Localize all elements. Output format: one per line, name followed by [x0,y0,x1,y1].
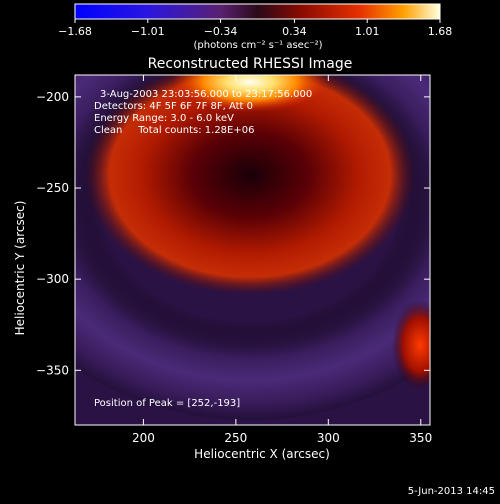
x-tick-label: 350 [409,431,432,445]
x-axis-ticks: 200 250 300 350 [132,75,432,445]
footer-date: 5-Jun-2013 14:45 [408,486,495,497]
x-tick-label: 200 [132,431,155,445]
colorbar-units: (photons cm⁻² s⁻¹ asec⁻²) [193,40,322,51]
annotation-time-range: 3-Aug-2003 23:03:56.000 to 23:17:56.000 [100,89,312,100]
annotation-detectors: Detectors: 4F 5F 6F 7F 8F, Att 0 [94,101,253,112]
colorbar-ticks: −1.68 −1.01 −0.34 0.34 1.01 1.68 [58,19,452,38]
colorbar-tick-label: 1.68 [428,25,453,38]
colorbar-tick-label: −1.68 [58,25,92,38]
y-axis-label: Heliocentric Y (arcsec) [13,201,27,336]
peak-position-label: Position of Peak = [252,-193] [94,398,240,409]
chart-title: Reconstructed RHESSI Image [148,56,353,72]
x-tick-label: 300 [317,431,340,445]
colorbar-tick-label: 0.34 [282,25,307,38]
x-tick-label: 250 [224,431,247,445]
colorbar-tick-label: −1.01 [131,25,165,38]
image-area [75,75,430,425]
annotation-clean-counts: Clean Total counts: 1.28E+06 [94,125,254,136]
y-tick-label: −250 [36,181,69,195]
y-axis-ticks: −200 −250 −300 −350 [36,90,430,377]
annotation-energy-range: Energy Range: 3.0 - 6.0 keV [94,113,234,124]
colorbar-tick-label: 1.01 [355,25,380,38]
y-tick-label: −200 [36,90,69,104]
y-tick-label: −300 [36,272,69,286]
colorbar-tick-label: −0.34 [204,25,238,38]
colorbar [74,3,441,20]
annotation-block: 3-Aug-2003 23:03:56.000 to 23:17:56.000 … [94,89,312,136]
plot-frame [74,74,431,426]
x-axis-label: Heliocentric X (arcsec) [194,447,330,461]
y-tick-label: −350 [36,363,69,377]
